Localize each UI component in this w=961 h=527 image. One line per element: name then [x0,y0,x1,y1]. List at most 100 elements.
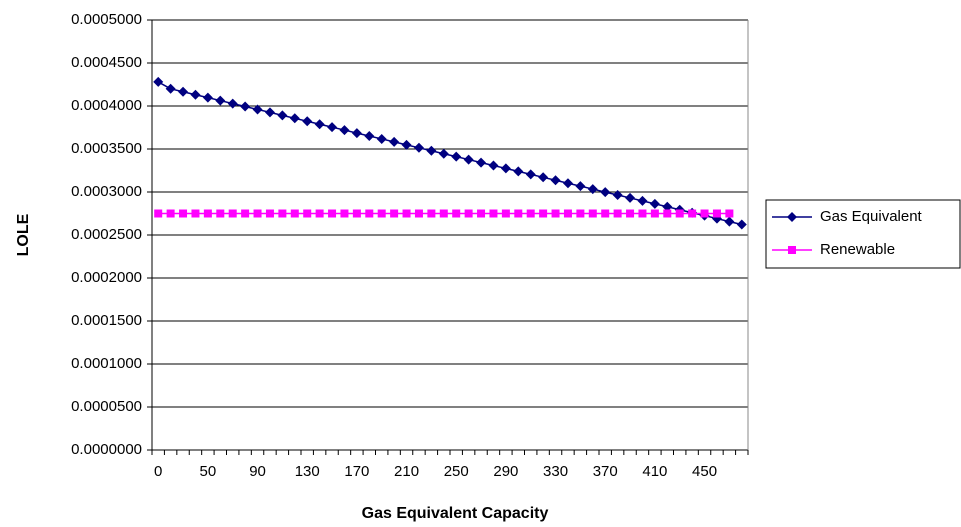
data-point [438,148,449,159]
legend-marker [787,212,797,222]
data-point [427,209,436,218]
data-point [550,175,561,186]
y-tick-label: 0.0004000 [71,97,142,114]
data-point [539,209,548,218]
data-point [612,190,623,201]
data-point [289,113,300,124]
data-point [376,133,387,144]
data-point [501,209,510,218]
data-point [625,192,636,203]
y-tick-label: 0.0005000 [71,11,142,28]
data-point [451,151,462,162]
data-point [389,136,400,147]
data-point [626,209,635,218]
y-tick-label: 0.0002000 [71,269,142,286]
data-point [736,219,747,230]
x-tick-label: 330 [543,463,568,480]
data-point [688,209,697,218]
data-point [166,209,175,218]
data-point [202,92,213,103]
data-point [165,83,176,94]
data-point [191,209,200,218]
data-point [588,209,597,218]
data-point [700,209,709,218]
x-tick-label: 130 [295,463,320,480]
data-point [314,119,325,130]
data-point [724,216,735,227]
data-point [452,209,461,218]
data-point [488,160,499,171]
y-tick-label: 0.0001500 [71,312,142,329]
data-point [315,209,324,218]
legend-label: Gas Equivalent [820,208,923,225]
data-point [240,101,251,112]
y-tick-label: 0.0004500 [71,54,142,71]
x-tick-label: 50 [200,463,217,480]
data-point [562,178,573,189]
data-point [401,139,412,150]
data-point [228,209,237,218]
data-point [178,86,189,97]
data-point [600,187,611,198]
data-point [365,209,374,218]
data-point [649,198,660,209]
data-point [215,95,226,106]
data-point [551,209,560,218]
x-axis-title: Gas Equivalent Capacity [362,505,549,522]
data-point [725,209,734,218]
data-point [514,209,523,218]
data-point [476,157,487,168]
data-point [265,209,274,218]
data-point [216,209,225,218]
data-point [414,209,423,218]
data-point [227,98,238,109]
data-point [154,209,163,218]
data-point [253,209,262,218]
data-point [675,209,684,218]
data-point [663,209,672,218]
data-point [277,110,288,121]
data-point [426,145,437,156]
y-tick-label: 0.0003000 [71,183,142,200]
data-point [328,209,337,218]
data-point [526,209,535,218]
x-tick-label: 0 [154,463,162,480]
data-point [303,209,312,218]
data-point [601,209,610,218]
data-point [477,209,486,218]
legend-box [765,199,961,269]
data-point [241,209,250,218]
data-point [712,209,721,218]
data-point [190,89,201,100]
data-point [613,209,622,218]
data-point [351,128,362,139]
data-point [153,76,164,87]
x-tick-label: 90 [249,463,266,480]
x-tick-label: 250 [444,463,469,480]
data-point [302,116,313,127]
x-tick-label: 450 [692,463,717,480]
y-tick-label: 0.0000500 [71,398,142,415]
data-point [179,209,188,218]
data-point [563,209,572,218]
legend-marker [788,246,796,254]
data-point [464,209,473,218]
x-tick-label: 410 [642,463,667,480]
data-point [377,209,386,218]
data-point [637,195,648,206]
data-point [500,163,511,174]
data-point [203,209,212,218]
legend-label: Renewable [820,241,895,258]
data-point [252,104,263,115]
data-point [525,169,536,180]
data-point [278,209,287,218]
data-point [390,209,399,218]
y-axis-title: LOLE [15,213,32,256]
y-tick-label: 0.0003500 [71,140,142,157]
x-tick-label: 170 [344,463,369,480]
data-point [489,209,498,218]
data-point [340,209,349,218]
data-point [538,172,549,183]
data-point [364,131,375,142]
